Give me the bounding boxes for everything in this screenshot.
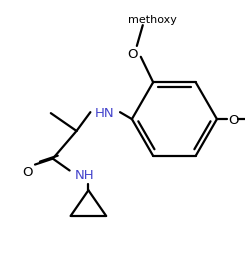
Text: O: O xyxy=(22,165,32,178)
Text: O: O xyxy=(128,48,138,61)
Text: O: O xyxy=(229,113,239,126)
Text: NH: NH xyxy=(75,168,94,181)
Text: HN: HN xyxy=(94,106,114,119)
Text: methoxy: methoxy xyxy=(128,15,177,25)
